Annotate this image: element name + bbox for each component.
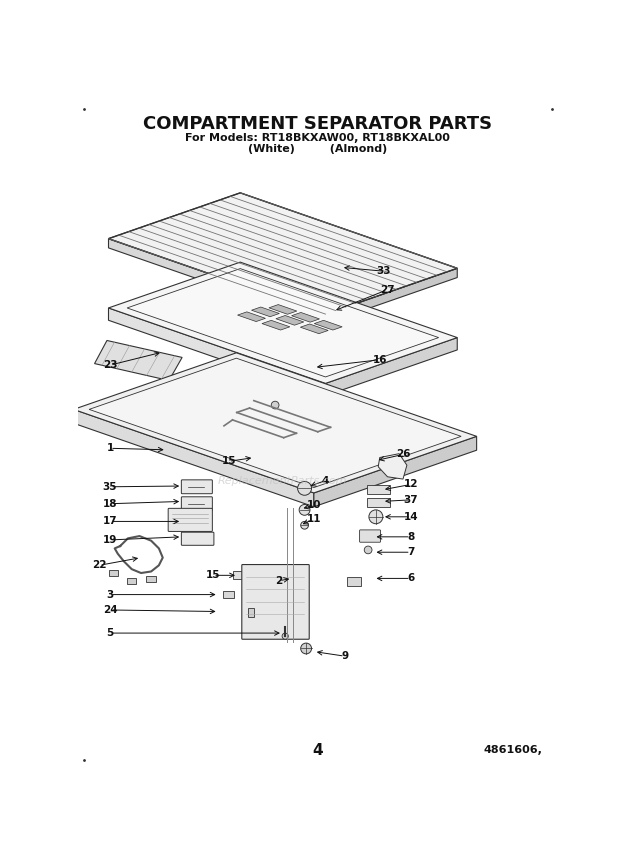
Polygon shape (314, 437, 477, 507)
Text: (White)         (Almond): (White) (Almond) (248, 144, 388, 154)
Bar (366, 486, 390, 494)
Polygon shape (108, 262, 458, 383)
Polygon shape (300, 324, 328, 334)
Bar (347, 577, 361, 586)
Text: 24: 24 (103, 605, 117, 615)
Polygon shape (269, 305, 297, 314)
Circle shape (282, 633, 288, 639)
Polygon shape (127, 269, 439, 377)
Polygon shape (108, 193, 458, 314)
Circle shape (301, 522, 309, 530)
Bar (223, 591, 234, 598)
Bar (146, 576, 156, 582)
Polygon shape (237, 312, 265, 321)
Text: 27: 27 (380, 285, 395, 294)
FancyBboxPatch shape (182, 480, 212, 493)
Circle shape (272, 401, 279, 409)
Text: 37: 37 (404, 495, 418, 505)
Text: 6: 6 (407, 573, 414, 584)
Circle shape (365, 546, 372, 554)
Polygon shape (262, 320, 290, 330)
Text: 1: 1 (107, 443, 113, 453)
Text: 15: 15 (221, 456, 236, 467)
FancyBboxPatch shape (182, 532, 214, 545)
Bar (232, 572, 246, 579)
Text: 7: 7 (407, 548, 414, 557)
Polygon shape (74, 409, 314, 507)
Text: 5: 5 (107, 628, 113, 638)
Text: 2: 2 (275, 576, 283, 585)
Bar (127, 578, 136, 584)
Circle shape (298, 481, 312, 495)
Text: 3: 3 (107, 590, 113, 599)
Text: COMPARTMENT SEPARATOR PARTS: COMPARTMENT SEPARATOR PARTS (143, 115, 492, 133)
Text: 23: 23 (103, 360, 117, 370)
Text: 26: 26 (396, 449, 410, 460)
Text: 19: 19 (103, 535, 117, 545)
Circle shape (301, 643, 312, 653)
FancyBboxPatch shape (182, 497, 212, 511)
Text: 8: 8 (407, 532, 414, 542)
Text: 9: 9 (342, 651, 348, 661)
Polygon shape (252, 307, 280, 317)
Bar (108, 570, 118, 576)
Text: 16: 16 (373, 355, 387, 365)
FancyBboxPatch shape (168, 508, 212, 531)
Polygon shape (74, 353, 477, 493)
Bar (248, 608, 254, 617)
Bar (366, 498, 390, 507)
Text: 12: 12 (404, 480, 418, 489)
Text: 35: 35 (103, 482, 117, 492)
Text: 14: 14 (404, 511, 418, 522)
Polygon shape (89, 358, 461, 487)
Polygon shape (276, 315, 304, 325)
Text: 4861606,: 4861606, (484, 745, 542, 755)
FancyBboxPatch shape (360, 530, 381, 542)
Text: 4: 4 (312, 743, 323, 758)
Circle shape (299, 505, 310, 515)
Text: 18: 18 (103, 499, 117, 509)
FancyBboxPatch shape (242, 565, 309, 639)
Text: 22: 22 (92, 561, 107, 570)
Text: 4: 4 (322, 475, 329, 486)
Text: 10: 10 (307, 500, 321, 511)
Polygon shape (314, 320, 342, 330)
Text: 17: 17 (103, 517, 117, 526)
Text: 33: 33 (376, 266, 391, 276)
Text: 15: 15 (206, 570, 220, 580)
Polygon shape (108, 238, 326, 324)
Text: ReplacementParts.com: ReplacementParts.com (218, 475, 348, 486)
Polygon shape (326, 269, 458, 324)
Text: 11: 11 (307, 514, 321, 524)
Polygon shape (94, 340, 182, 381)
Polygon shape (326, 338, 458, 396)
Polygon shape (291, 313, 319, 322)
Polygon shape (108, 308, 326, 396)
Text: For Models: RT18BKXAW00, RT18BKXAL00: For Models: RT18BKXAW00, RT18BKXAL00 (185, 133, 450, 143)
Polygon shape (378, 454, 407, 479)
Circle shape (369, 510, 383, 523)
